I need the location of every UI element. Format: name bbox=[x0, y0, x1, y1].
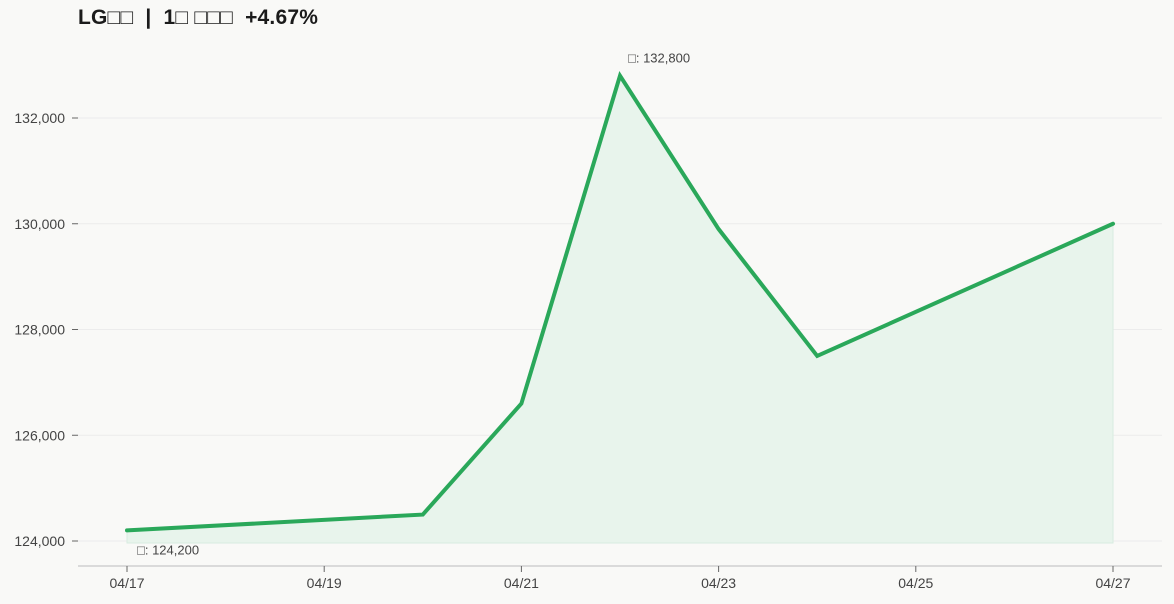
x-tick-label: 04/19 bbox=[307, 575, 342, 591]
x-tick-label: 04/17 bbox=[109, 575, 144, 591]
min-annotation: □: 124,200 bbox=[137, 542, 199, 557]
y-tick-label: 124,000 bbox=[14, 533, 65, 549]
x-tick-label: 04/25 bbox=[898, 575, 933, 591]
x-tick-label: 04/23 bbox=[701, 575, 736, 591]
y-tick-label: 126,000 bbox=[14, 427, 65, 443]
data-point bbox=[717, 227, 720, 231]
x-axis: 04/17 04/19 04/21 04/23 04/25 04/27 bbox=[78, 565, 1162, 591]
chart-title: LG□□ | 1□ □□□ +4.67% bbox=[78, 6, 319, 29]
data-point bbox=[421, 513, 424, 516]
x-tick-label: 04/27 bbox=[1095, 575, 1130, 591]
data-point bbox=[125, 529, 129, 532]
area-fill bbox=[126, 74, 1114, 544]
x-tick-label: 04/21 bbox=[504, 575, 539, 591]
annotations: □: 132,800 □: 124,200 bbox=[137, 51, 690, 558]
y-axis: 124,000 126,000 128,000 130,000 132,000 bbox=[14, 110, 78, 549]
plot-area bbox=[125, 70, 1115, 544]
y-tick-label: 130,000 bbox=[14, 216, 65, 232]
max-annotation: □: 132,800 bbox=[628, 51, 690, 66]
data-point bbox=[816, 354, 819, 358]
data-point bbox=[1111, 222, 1115, 225]
data-point bbox=[618, 74, 622, 77]
y-tick-label: 132,000 bbox=[14, 110, 65, 126]
data-point bbox=[520, 402, 523, 405]
y-tick-label: 128,000 bbox=[14, 322, 65, 338]
